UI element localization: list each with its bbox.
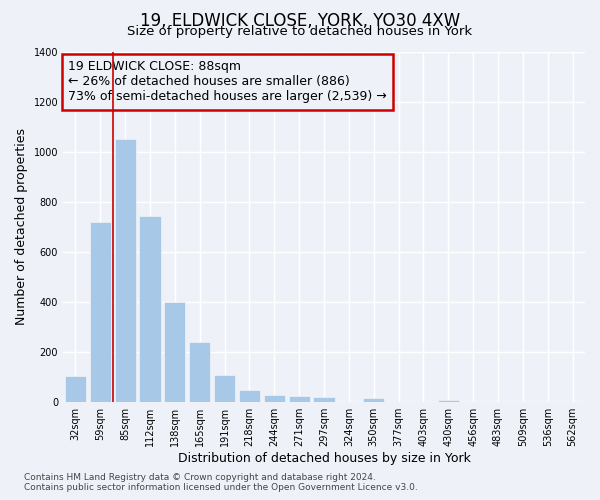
Bar: [214, 374, 235, 402]
Bar: [264, 394, 285, 402]
X-axis label: Distribution of detached houses by size in York: Distribution of detached houses by size …: [178, 452, 470, 465]
Bar: [65, 376, 86, 402]
Bar: [363, 398, 384, 402]
Bar: [115, 139, 136, 402]
Y-axis label: Number of detached properties: Number of detached properties: [15, 128, 28, 326]
Bar: [189, 342, 211, 402]
Bar: [313, 397, 335, 402]
Bar: [289, 396, 310, 402]
Bar: [239, 390, 260, 402]
Bar: [164, 302, 185, 402]
Bar: [438, 400, 459, 402]
Text: Contains HM Land Registry data © Crown copyright and database right 2024.
Contai: Contains HM Land Registry data © Crown c…: [24, 473, 418, 492]
Text: 19, ELDWICK CLOSE, YORK, YO30 4XW: 19, ELDWICK CLOSE, YORK, YO30 4XW: [140, 12, 460, 30]
Text: Size of property relative to detached houses in York: Size of property relative to detached ho…: [127, 25, 473, 38]
Bar: [90, 222, 111, 402]
Text: 19 ELDWICK CLOSE: 88sqm
← 26% of detached houses are smaller (886)
73% of semi-d: 19 ELDWICK CLOSE: 88sqm ← 26% of detache…: [68, 60, 387, 104]
Bar: [139, 216, 161, 402]
